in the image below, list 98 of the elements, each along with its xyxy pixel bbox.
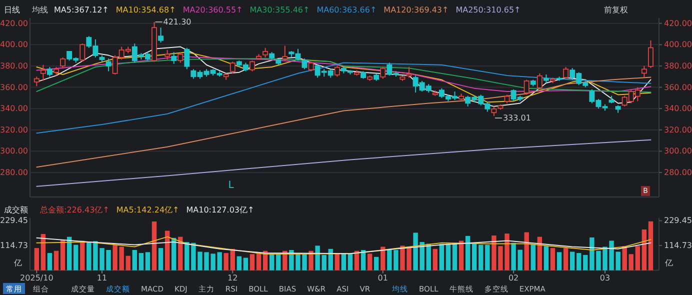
bar <box>360 250 366 270</box>
chart-title: 日线 <box>4 6 20 14</box>
bar <box>367 254 372 270</box>
chart-title: 成交额 <box>4 206 28 214</box>
legend-title: 均线 <box>31 6 48 14</box>
bar <box>172 238 176 270</box>
line-series <box>36 76 652 168</box>
bar <box>256 253 262 270</box>
bar <box>230 248 235 270</box>
bar <box>628 254 634 270</box>
bar <box>576 253 582 270</box>
bar <box>635 246 640 270</box>
bar <box>432 248 438 270</box>
bar <box>47 253 52 270</box>
bar <box>550 248 556 270</box>
x-tick-label: 12 <box>228 273 238 282</box>
x-tick-label: 01 <box>378 273 388 282</box>
bar <box>465 236 470 270</box>
bar <box>308 250 314 270</box>
bar <box>426 244 431 270</box>
text: 前复权 <box>604 6 628 14</box>
y-tick-label: 320.00 <box>0 125 28 134</box>
bar <box>530 244 536 270</box>
y-tick-label: 380.00 <box>0 61 28 70</box>
bar <box>485 244 490 270</box>
y-tick-label: 420.00 <box>0 18 28 28</box>
bar <box>74 244 78 270</box>
bar <box>126 256 130 270</box>
bar <box>322 254 326 270</box>
text: MA20:360.55↑ <box>182 6 243 14</box>
bar <box>570 252 575 270</box>
bar <box>556 252 562 270</box>
bar <box>341 253 346 270</box>
x-tick-label: 03 <box>600 273 610 282</box>
text: MA5:367.12↑ <box>54 6 109 14</box>
bar <box>164 230 170 270</box>
bar <box>334 253 340 270</box>
bar <box>380 246 386 270</box>
text: 亿 <box>14 258 22 268</box>
bar <box>452 242 458 270</box>
bar <box>315 246 320 270</box>
text: MA5:142.24亿↑ <box>116 206 180 214</box>
x-tick-label: 02 <box>508 273 519 282</box>
y-axis-title: 亿 <box>664 258 673 268</box>
bar <box>544 246 549 270</box>
bar <box>648 221 654 270</box>
annotation: L <box>228 180 234 191</box>
annotation: 421.30 <box>163 17 192 26</box>
annotation: 333.01 <box>502 114 531 123</box>
bar <box>446 244 451 270</box>
text: MA10:354.68↑ <box>116 6 176 14</box>
bar <box>250 254 255 270</box>
bar <box>236 256 242 270</box>
y-tick-label: 280.00 <box>0 168 28 177</box>
bar <box>158 248 164 270</box>
bar <box>439 244 444 270</box>
y-tick-label: 300.00 <box>0 146 28 156</box>
bar <box>642 229 647 270</box>
text: MA30:355.46↑ <box>250 6 310 14</box>
bar <box>478 244 484 270</box>
bar <box>60 240 66 270</box>
bar <box>80 240 85 270</box>
bar <box>132 250 138 270</box>
text: MA60:363.66↑ <box>316 6 377 14</box>
line-series <box>36 62 652 134</box>
bar <box>374 256 379 270</box>
bar <box>563 248 568 270</box>
text: 总金额:226.43亿↑ <box>39 206 110 214</box>
bar <box>243 258 248 270</box>
bar <box>348 254 353 270</box>
line-series <box>36 139 652 187</box>
y-tick-label: 360.00 <box>0 82 28 92</box>
x-tick-label: 2025/10 <box>20 273 54 282</box>
bar <box>537 236 542 270</box>
bar <box>269 254 274 270</box>
text: MA120:369.43↑ <box>384 6 449 14</box>
bar <box>178 236 183 270</box>
x-tick-label: 11 <box>96 273 108 282</box>
text: MA250:310.65↑ <box>456 6 521 14</box>
bar <box>152 221 157 270</box>
text: MA10:127.03亿↑ <box>186 206 254 214</box>
y-tick-label: 340.00 <box>0 104 28 114</box>
bar <box>276 254 281 270</box>
bar <box>138 253 144 270</box>
bar <box>224 253 228 270</box>
bar <box>472 244 477 270</box>
bar <box>66 236 72 270</box>
bar <box>34 248 40 270</box>
y-tick-label: 400.00 <box>0 40 28 50</box>
bar <box>54 250 59 270</box>
bar <box>524 232 529 270</box>
candlestick <box>171 52 177 64</box>
bar <box>328 248 333 270</box>
bar <box>40 234 46 270</box>
bar <box>458 240 464 270</box>
bar <box>145 252 150 270</box>
candlestick <box>40 64 46 82</box>
bar <box>354 250 360 270</box>
